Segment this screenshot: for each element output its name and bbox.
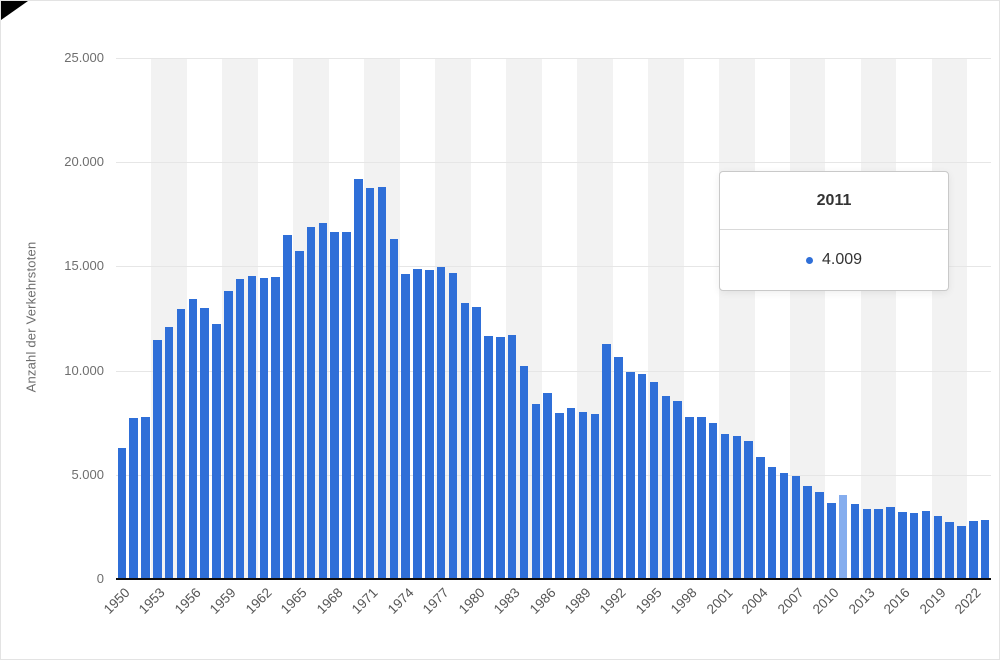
bar-2006[interactable] [779, 473, 789, 579]
bar-1960[interactable] [235, 279, 245, 579]
bar-1958[interactable] [212, 324, 221, 579]
bar-1963[interactable] [271, 277, 280, 579]
bar-2008[interactable] [803, 486, 812, 579]
y-axis: 25.000 20.000 15.000 10.000 5.000 0 [1, 50, 104, 586]
bar-1979[interactable] [460, 303, 470, 579]
bar-1968[interactable] [330, 232, 339, 579]
tooltip-year: 2011 [816, 192, 852, 209]
x-axis-line [116, 578, 991, 580]
bar-2003[interactable] [744, 441, 753, 579]
tooltip-value-row: 4.009 [720, 230, 948, 290]
bar-1991[interactable] [602, 344, 611, 579]
gridline [116, 58, 991, 59]
tooltip-divider [720, 229, 948, 230]
bar-1990[interactable] [590, 414, 600, 579]
bar-1989[interactable] [578, 412, 588, 579]
bar-1972[interactable] [377, 187, 387, 579]
tooltip-value: 4.009 [821, 251, 863, 268]
bar-2022[interactable] [969, 521, 978, 579]
bar-2009[interactable] [815, 492, 824, 579]
y-tick-label: 0 [96, 571, 104, 586]
bar-2021[interactable] [957, 526, 966, 579]
bar-2014[interactable] [874, 509, 883, 579]
bar-1957[interactable] [200, 308, 209, 579]
bar-2012[interactable] [850, 504, 860, 579]
series-dot-icon [805, 256, 813, 264]
bar-1953[interactable] [153, 340, 162, 579]
gridline [116, 266, 991, 267]
bar-1977[interactable] [436, 267, 446, 579]
bar-1999[interactable] [697, 417, 706, 579]
bar-1992[interactable] [614, 357, 623, 579]
bar-1986[interactable] [543, 393, 552, 579]
bar-2017[interactable] [909, 513, 919, 579]
bar-2019[interactable] [933, 516, 943, 579]
bar-1967[interactable] [318, 223, 328, 579]
bar-1969[interactable] [342, 232, 351, 579]
plot-area [116, 58, 991, 579]
gridline [116, 162, 991, 163]
bar-1952[interactable] [141, 417, 150, 579]
bar-1971[interactable] [365, 188, 375, 579]
bar-1998[interactable] [685, 417, 694, 579]
bar-1951[interactable] [129, 418, 138, 579]
bar-1987[interactable] [555, 413, 564, 579]
y-tick-label: 5.000 [71, 467, 104, 482]
bar-1973[interactable] [389, 239, 399, 579]
gridline [116, 475, 991, 476]
bar-1984[interactable] [519, 366, 529, 579]
bar-1983[interactable] [507, 335, 517, 579]
bar-1988[interactable] [566, 408, 576, 579]
bar-2016[interactable] [898, 512, 907, 579]
background-stripe [860, 58, 897, 579]
bar-2000[interactable] [708, 423, 718, 579]
bar-2015[interactable] [886, 507, 895, 579]
bar-1996[interactable] [661, 396, 671, 579]
bar-2002[interactable] [732, 436, 742, 579]
y-tick-label: 10.000 [64, 363, 104, 378]
bar-1954[interactable] [164, 327, 174, 579]
bar-2011[interactable] [838, 495, 848, 579]
bar-1959[interactable] [224, 291, 233, 579]
bar-1997[interactable] [673, 401, 682, 579]
background-stripe [931, 58, 968, 579]
bar-1993[interactable] [626, 372, 635, 579]
bar-1980[interactable] [472, 307, 481, 579]
bar-1974[interactable] [401, 274, 410, 579]
bar-2023[interactable] [980, 520, 990, 579]
bar-2020[interactable] [945, 522, 954, 579]
bar-1981[interactable] [484, 336, 493, 579]
bar-1964[interactable] [283, 235, 292, 579]
bar-2013[interactable] [862, 509, 872, 579]
y-tick-label: 20.000 [64, 154, 104, 169]
bar-2001[interactable] [720, 434, 730, 579]
bar-1985[interactable] [531, 404, 540, 579]
bar-1994[interactable] [637, 374, 647, 579]
corner-triangle-icon [1, 1, 28, 20]
bar-1956[interactable] [188, 299, 198, 579]
bar-2007[interactable] [791, 476, 801, 579]
bar-1976[interactable] [425, 270, 434, 579]
bar-2004[interactable] [756, 457, 765, 579]
tooltip: 2011 4.009 [719, 171, 949, 291]
bar-1950[interactable] [117, 448, 127, 579]
bar-1961[interactable] [247, 276, 257, 579]
bar-1982[interactable] [496, 337, 505, 579]
y-tick-label: 15.000 [64, 258, 104, 273]
bar-1965[interactable] [295, 251, 304, 579]
bar-1978[interactable] [448, 273, 458, 579]
bar-1962[interactable] [259, 278, 269, 579]
bar-2018[interactable] [921, 511, 931, 579]
bar-1995[interactable] [649, 382, 659, 579]
x-axis: 1950 1953 1956 1959 1962 1965 1968 1971 1974 1977… [100, 585, 984, 617]
bar-1955[interactable] [176, 309, 186, 579]
bar-2010[interactable] [827, 503, 836, 579]
bar-2005[interactable] [767, 467, 777, 579]
y-tick-label: 25.000 [64, 50, 104, 65]
bar-1966[interactable] [306, 227, 316, 579]
bar-1975[interactable] [413, 269, 422, 579]
gridline [116, 371, 991, 372]
bar-1970[interactable] [354, 179, 363, 579]
